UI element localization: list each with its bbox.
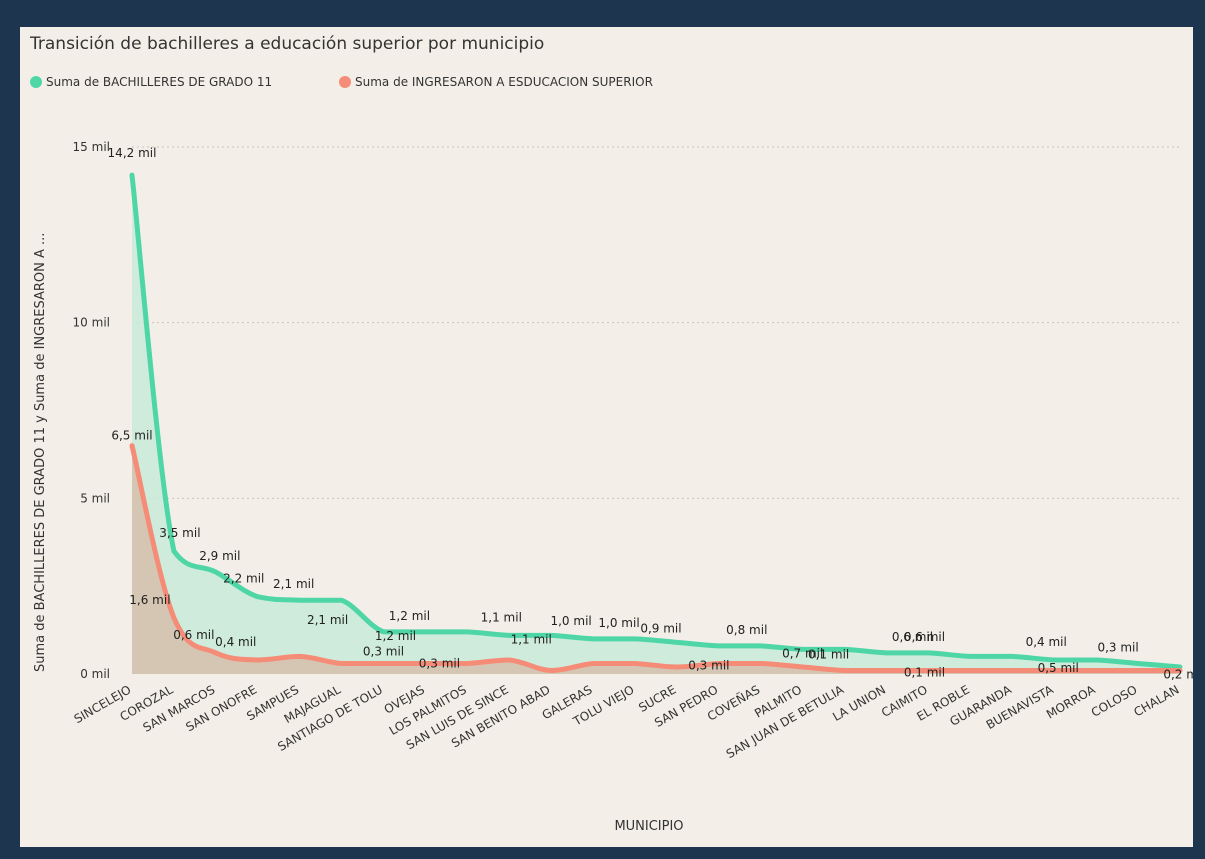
data-label: 0,4 mil — [1026, 635, 1067, 649]
x-category-label: MORROA — [1044, 682, 1098, 721]
data-label: 0,6 mil — [892, 630, 933, 644]
legend-marker-ingresaron[interactable] — [339, 76, 351, 88]
data-label: 0,2 mil — [1163, 667, 1193, 681]
data-label: 0,4 mil — [215, 635, 256, 649]
data-label: 0,3 mil — [419, 656, 460, 670]
data-label: 1,2 mil — [375, 629, 416, 643]
data-label: 0,1 mil — [904, 665, 945, 679]
data-label: 0,1 mil — [808, 647, 849, 661]
data-label: 1,0 mil — [598, 616, 639, 630]
data-label: 6,5 mil — [111, 429, 152, 443]
y-tick-label: 5 mil — [80, 491, 110, 505]
x-category-label: COLOSO — [1089, 682, 1140, 719]
legend-label-bachilleres[interactable]: Suma de BACHILLERES DE GRADO 11 — [46, 75, 272, 89]
data-label: 0,6 mil — [904, 630, 945, 644]
data-label: 14,2 mil — [108, 146, 157, 160]
y-tick-label: 15 mil — [73, 140, 110, 154]
x-category-label: CHALAN — [1131, 682, 1181, 719]
legend-label-ingresaron[interactable]: Suma de INGRESARON A ESDUCACION SUPERIOR — [355, 75, 653, 89]
series-line-0 — [129, 172, 1183, 670]
data-label: 2,1 mil — [307, 613, 348, 627]
data-label: 1,6 mil — [129, 593, 170, 607]
data-label: 0,3 mil — [688, 658, 729, 672]
series-areas — [132, 175, 1180, 674]
series-lines — [129, 172, 1183, 673]
gridlines — [132, 146, 1180, 499]
data-label: 1,1 mil — [511, 632, 552, 646]
data-label: 0,6 mil — [173, 628, 214, 642]
data-label: 1,2 mil — [389, 609, 430, 623]
y-axis-title: Suma de BACHILLERES DE GRADO 11 y Suma d… — [33, 233, 48, 672]
data-label: 3,5 mil — [159, 526, 200, 540]
series-area-0 — [132, 175, 1180, 674]
data-label: 1,1 mil — [481, 610, 522, 624]
data-label: 1,0 mil — [550, 614, 591, 628]
series-line-1 — [129, 443, 1183, 673]
data-label: 0,3 mil — [1097, 640, 1138, 654]
data-label: 2,1 mil — [273, 577, 314, 591]
data-label: 0,3 mil — [363, 644, 404, 658]
chart-svg: Transición de bachilleres a educación su… — [29, 34, 1193, 834]
y-axis-ticks: 0 mil 5 mil 10 mil 15 mil — [73, 140, 110, 681]
legend: Suma de BACHILLERES DE GRADO 11 Suma de … — [30, 75, 653, 89]
data-label: 0,7 mil — [782, 646, 823, 660]
chart-card: Transición de bachilleres a educación su… — [20, 27, 1193, 847]
data-label: 0,9 mil — [640, 621, 681, 635]
y-tick-label: 0 mil — [80, 667, 110, 681]
legend-marker-bachilleres[interactable] — [30, 76, 42, 88]
data-label: 0,8 mil — [726, 623, 767, 637]
y-tick-label: 10 mil — [73, 316, 110, 330]
chart-title: Transición de bachilleres a educación su… — [29, 34, 544, 54]
data-label: 2,9 mil — [199, 549, 240, 563]
x-axis-title: MUNICIPIO — [614, 819, 683, 834]
data-labels: 14,2 mil 3,5 mil 2,9 mil 2,2 mil 2,1 mil 2,1 … — [108, 146, 1193, 681]
data-label: 0,5 mil — [1038, 661, 1079, 675]
data-label: 2,2 mil — [223, 572, 264, 586]
